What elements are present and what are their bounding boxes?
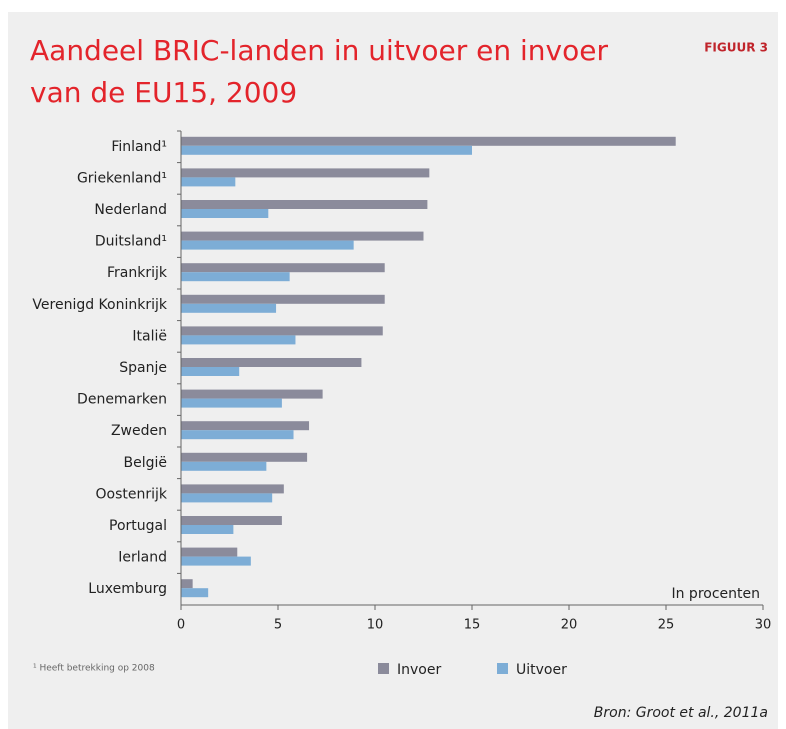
bar [181,200,428,209]
bar [181,398,282,408]
footnote: ¹ Heeft betrekking op 2008 [33,664,155,674]
y-tick-label: Spanje [119,360,167,376]
x-tick-label: 10 [367,618,384,633]
x-tick-label: 25 [658,618,675,633]
bar [181,358,362,367]
y-tick-label: Nederland [94,202,167,218]
bar [181,326,383,336]
y-tick-label: België [124,455,168,471]
x-tick-label: 5 [274,618,282,633]
y-tick-label: Finland¹ [111,139,167,155]
y-tick-label: Portugal [109,518,167,534]
y-tick-label: Oostenrijk [96,486,168,502]
figure-label: FIGUUR 3 [704,41,768,55]
unit-label: In procenten [671,586,760,602]
bar [181,303,277,313]
bar [181,556,251,566]
bar [181,430,294,440]
bar [181,516,282,525]
y-tick-label: Frankrijk [107,265,168,281]
bar [181,461,267,471]
bar [181,579,193,589]
x-tick-label: 15 [464,618,481,633]
chart-title: van de EU15, 2009 [30,76,297,109]
bar [181,136,676,146]
bar [181,421,310,431]
y-tick-label: Duitsland¹ [95,234,167,250]
bar [181,547,238,557]
x-tick-label: 20 [561,618,578,633]
bar [181,335,296,345]
y-tick-label: Italië [132,328,167,344]
y-tick-label: Denemarken [77,392,167,408]
bar [181,389,323,399]
bar [181,452,308,462]
chart-title: Aandeel BRIC-landen in uitvoer en invoer [30,34,608,67]
bar [181,525,234,534]
panel [8,12,778,729]
legend-label: Invoer [397,662,441,678]
legend-swatch [497,663,508,674]
bar [181,168,430,178]
y-tick-label: Ierland [118,550,167,566]
y-tick-label: Luxemburg [88,581,167,597]
bar [181,294,385,304]
bar [181,484,284,494]
bar [181,177,236,187]
bar [181,367,240,376]
legend-swatch [378,663,389,674]
bar [181,588,209,598]
x-tick-label: 0 [177,618,185,633]
bar [181,209,269,218]
y-tick-label: Zweden [111,423,167,439]
legend-label: Uitvoer [516,662,567,678]
bar [181,231,424,241]
y-tick-label: Verenigd Koninkrijk [32,297,167,313]
bar [181,493,273,503]
bar [181,145,472,155]
bar [181,263,385,273]
bar [181,240,354,250]
source: Bron: Groot et al., 2011a [594,705,768,721]
bar [181,272,290,282]
y-tick-label: Griekenland¹ [77,170,167,186]
x-tick-label: 30 [755,618,772,633]
